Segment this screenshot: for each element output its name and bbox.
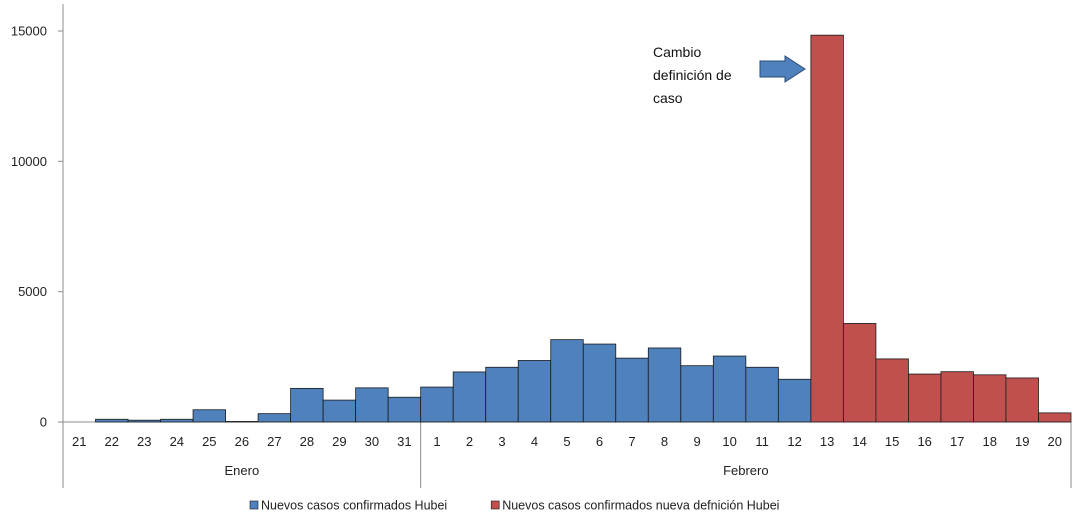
x-tick-label: 16 [917,434,931,449]
x-tick-label: 7 [628,434,635,449]
x-tick-label: 9 [693,434,700,449]
x-tick-label: 27 [267,434,281,449]
bar [355,387,389,423]
bar [1005,377,1039,423]
bar [875,358,909,423]
bar [1038,412,1072,423]
x-tick-label: 12 [787,434,801,449]
x-tick-label: 19 [1015,434,1029,449]
bar [582,343,617,423]
annotation-layer: Cambio definición de caso [653,44,806,106]
legend-label: Nuevos casos confirmados Hubei [261,499,447,513]
bar [290,387,324,423]
bar [810,34,844,423]
annotation-arrow-icon [759,55,806,83]
bar [95,418,129,423]
legend: Nuevos casos confirmados Hubei Nuevos cas… [249,499,779,513]
x-tick-label: 17 [950,434,964,449]
bar [777,378,812,423]
legend-swatch [490,500,500,510]
x-tick-label: 11 [755,434,769,449]
x-tick-label: 26 [235,434,249,449]
bar [192,409,226,423]
bar [160,418,194,423]
x-tick-label: 22 [105,434,119,449]
x-tick-label: 20 [1048,434,1062,449]
x-tick-label: 28 [300,434,314,449]
bar [615,357,649,423]
x-tick-label: 25 [202,434,216,449]
bar [517,360,552,423]
bar [940,371,974,423]
y-tick-label: 5000 [18,284,47,299]
bar [452,371,487,423]
x-tick-label: 15 [885,434,899,449]
bar [485,366,519,423]
x-tick-label: 6 [596,434,603,449]
x-tick-label: 3 [498,434,505,449]
bar [842,323,877,423]
x-tick-label: 13 [820,434,834,449]
annotation-text: definición de [653,67,732,83]
x-tick-label: 18 [982,434,996,449]
x-group-label: Febrero [723,463,769,478]
x-group-label: Enero [224,463,259,478]
x-tick-label: 8 [661,434,668,449]
bar [387,396,422,423]
x-tick-label: 4 [531,434,538,449]
annotation-text: caso [653,90,683,106]
bar [973,374,1007,423]
bar [647,347,682,423]
x-tick-label: 14 [852,434,866,449]
legend-swatch [249,500,259,510]
x-tick-label: 21 [72,434,86,449]
bar [908,373,942,423]
legend-label: Nuevos casos confirmados nueva defnición… [502,499,779,513]
x-tick-label: 24 [170,434,184,449]
x-tick-label: 31 [397,434,411,449]
bar [322,399,357,423]
annotation-text: Cambio [653,44,701,60]
x-tick-label: 23 [137,434,151,449]
y-tick-label: 10000 [11,154,47,169]
bar [680,365,714,423]
x-tick-label: 5 [563,434,570,449]
x-tick-label: 1 [433,434,440,449]
bar [225,421,259,423]
x-tick-label: 29 [332,434,346,449]
bars-layer [95,34,1072,423]
x-tick-labels: 21 22 23 24 25 26 27 28 29 30 31 1 2 3 4 5 6 7 8 9 10 11 12 13 1… [72,434,1062,478]
bar [257,413,292,423]
y-tick-label: 0 [40,415,47,430]
bar [745,366,779,423]
y-tick-labels: 0 5000 10000 15000 [11,24,47,430]
x-tick-label: 30 [365,434,379,449]
bar [420,386,454,423]
bar [550,339,584,423]
x-tick-label: 10 [722,434,736,449]
bar [712,355,747,423]
x-tick-label: 2 [466,434,473,449]
y-tick-label: 15000 [11,24,47,39]
bar [127,419,161,423]
